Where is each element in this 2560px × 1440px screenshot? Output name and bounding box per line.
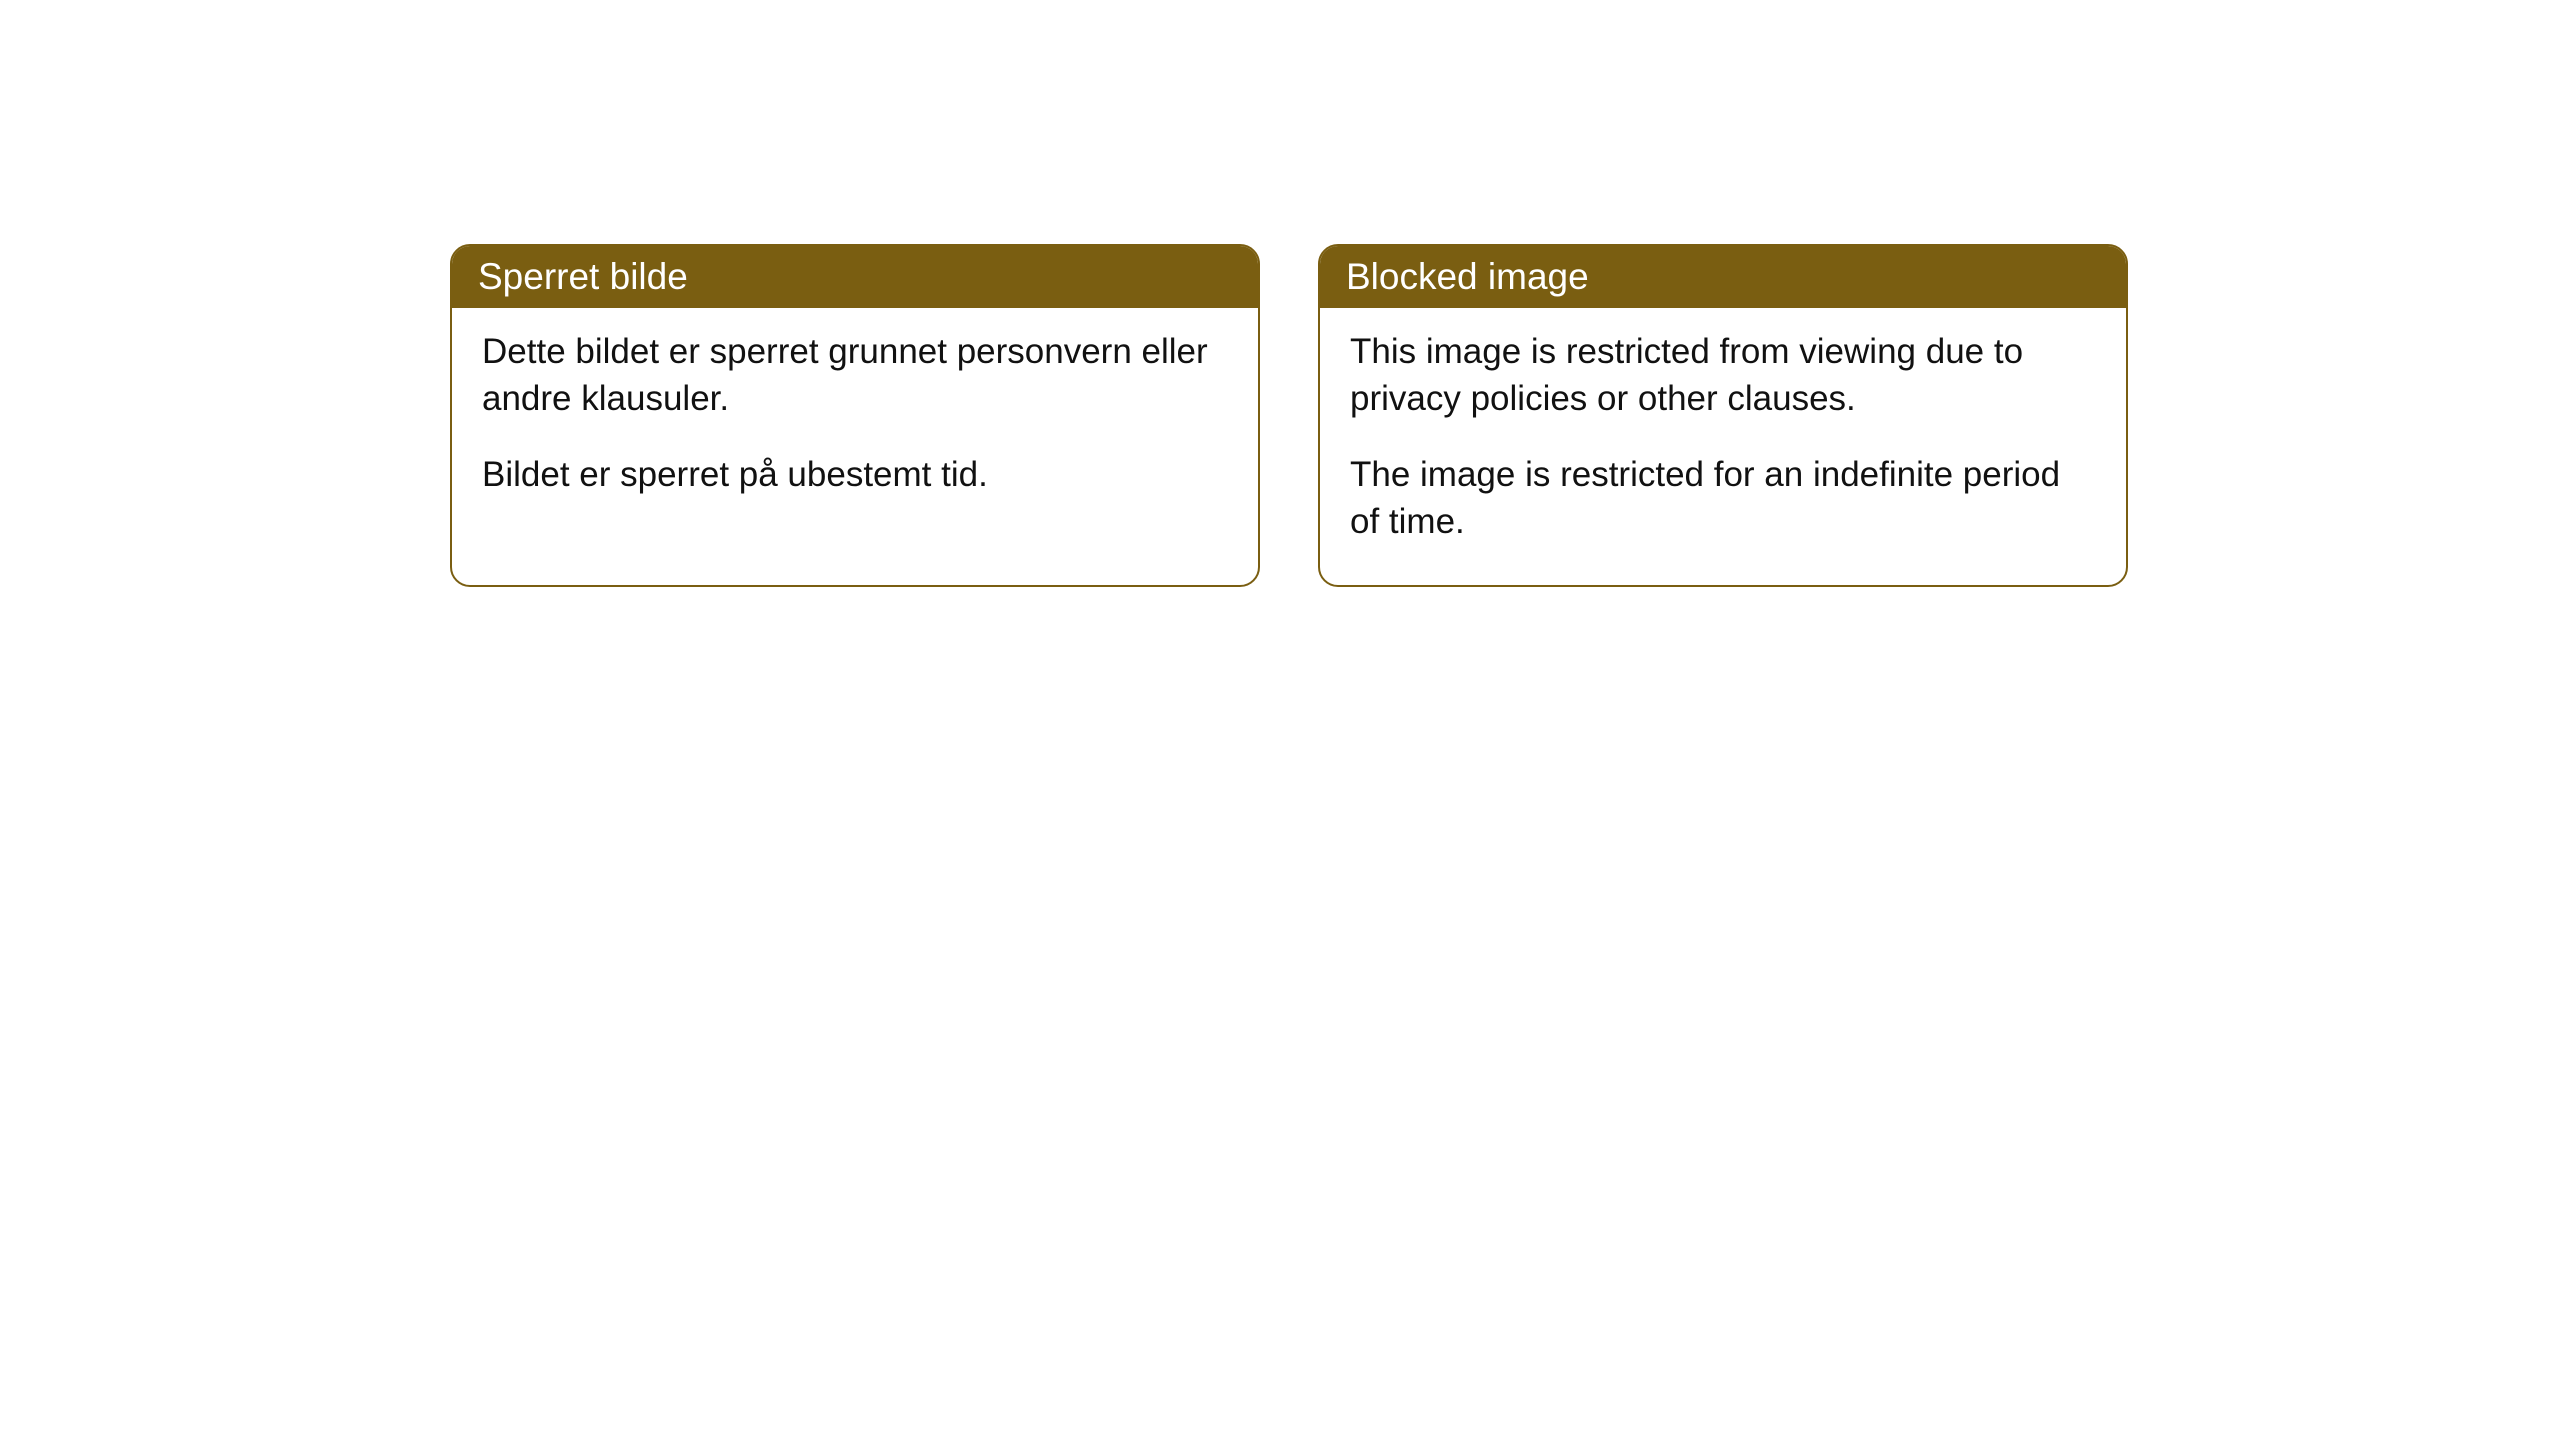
notice-body-norwegian: Dette bildet er sperret grunnet personve… xyxy=(452,308,1258,538)
notice-header-english: Blocked image xyxy=(1320,246,2126,308)
notice-box-english: Blocked image This image is restricted f… xyxy=(1318,244,2128,587)
notice-paragraph: The image is restricted for an indefinit… xyxy=(1350,451,2096,546)
notice-header-norwegian: Sperret bilde xyxy=(452,246,1258,308)
notice-body-english: This image is restricted from viewing du… xyxy=(1320,308,2126,585)
notices-container: Sperret bilde Dette bildet er sperret gr… xyxy=(450,244,2128,587)
notice-paragraph: This image is restricted from viewing du… xyxy=(1350,328,2096,423)
notice-paragraph: Dette bildet er sperret grunnet personve… xyxy=(482,328,1228,423)
notice-box-norwegian: Sperret bilde Dette bildet er sperret gr… xyxy=(450,244,1260,587)
notice-paragraph: Bildet er sperret på ubestemt tid. xyxy=(482,451,1228,498)
